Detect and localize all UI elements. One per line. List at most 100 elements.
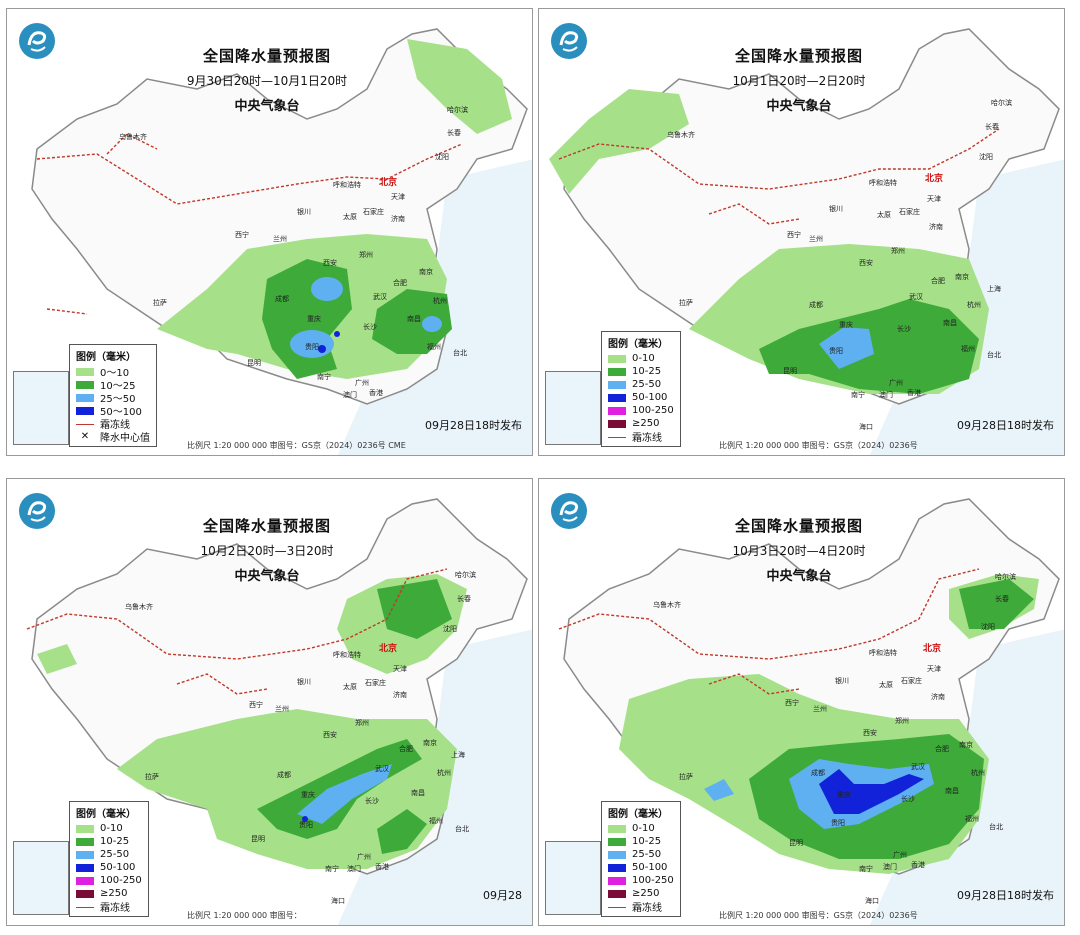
precip-50-100 <box>302 816 308 822</box>
city-guangzhou: 广州 <box>893 850 907 859</box>
city-zhengzhou: 郑州 <box>891 247 905 255</box>
city-macau: 澳门 <box>883 862 897 871</box>
city-hefei: 合肥 <box>393 278 407 287</box>
city-tianjin: 天津 <box>927 195 941 203</box>
legend: 图例（毫米） 0-10 10-25 25-50 50-100 100-250 ≥… <box>601 331 681 447</box>
precip-50-100 <box>819 769 924 814</box>
city-kunming: 昆明 <box>783 367 797 375</box>
legend-item: 0-10 <box>608 822 674 835</box>
agency-name: 中央气象台 <box>234 569 300 584</box>
city-taipei: 台北 <box>455 824 469 833</box>
city-beijing: 北京 <box>379 642 397 654</box>
city-nanchang: 南昌 <box>411 788 425 797</box>
city-zhengzhou: 郑州 <box>355 719 369 727</box>
city-guiyang: 贵阳 <box>299 820 313 829</box>
city-yinchuan: 银川 <box>835 676 849 685</box>
city-taiyuan: 太原 <box>343 682 357 691</box>
city-shenyang: 沈阳 <box>435 152 449 161</box>
city-beijing: 北京 <box>925 172 943 184</box>
title-block: 全国降水量预报图 9月30日20时—10月1日20时 中央气象台 <box>157 45 377 114</box>
south-china-sea-inset <box>545 841 601 915</box>
legend-item: ≥250 <box>608 417 674 430</box>
city-kunming: 昆明 <box>247 359 261 367</box>
city-hohhot: 呼和浩特 <box>333 650 361 659</box>
city-beijing: 北京 <box>379 176 397 188</box>
city-guangzhou: 广州 <box>889 378 903 387</box>
precip-25-50 <box>819 327 874 369</box>
city-wuhan: 武汉 <box>911 762 925 771</box>
city-nanning: 南宁 <box>859 864 873 873</box>
city-hongkong: 香港 <box>911 860 925 869</box>
city-jinan: 济南 <box>931 692 945 701</box>
map-panel-2: 北京 乌鲁木齐 哈尔滨 长春 沈阳 呼和浩特 天津 太原 石家庄 济南 银川 兰… <box>538 8 1065 456</box>
city-lanzhou: 兰州 <box>809 234 823 243</box>
legend-item: 25～50 <box>76 391 150 405</box>
city-changsha: 长沙 <box>365 796 379 805</box>
city-nanjing: 南京 <box>423 738 437 747</box>
legend-frost: 霜冻线 <box>608 430 674 444</box>
city-xian: 西安 <box>323 730 337 739</box>
cma-logo-icon <box>19 493 55 529</box>
frost-line <box>26 568 448 695</box>
city-fuzhou: 福州 <box>965 814 979 823</box>
city-nanjing: 南京 <box>955 272 969 281</box>
legend-item: 10-25 <box>608 835 674 848</box>
legend: 图例（毫米） 0-10 10-25 25-50 50-100 100-250 ≥… <box>601 801 681 917</box>
city-wuhan: 武汉 <box>909 292 923 301</box>
city-xining: 西宁 <box>787 230 801 239</box>
city-chongqing: 重庆 <box>837 790 851 799</box>
city-nanjing: 南京 <box>959 740 973 749</box>
city-yinchuan: 银川 <box>297 677 311 686</box>
city-tianjin: 天津 <box>391 193 405 201</box>
city-xian: 西安 <box>863 728 877 737</box>
legend-item: 100-250 <box>608 874 674 887</box>
legend: 图例（毫米） 0-10 10-25 25-50 50-100 100-250 ≥… <box>69 801 149 917</box>
agency-name: 中央气象台 <box>766 569 832 584</box>
city-changchun: 长春 <box>985 122 999 131</box>
frost-line <box>36 133 463 315</box>
city-xian: 西安 <box>323 258 337 267</box>
city-xining: 西宁 <box>235 230 249 239</box>
city-taiyuan: 太原 <box>879 680 893 689</box>
china-map: 北京 乌鲁木齐 哈尔滨 长春 沈阳 呼和浩特 天津 太原 石家庄 济南 银川 兰… <box>26 498 532 925</box>
legend-frost: 霜冻线 <box>76 900 142 914</box>
frost-line <box>558 128 1000 225</box>
city-chengdu: 成都 <box>277 770 291 779</box>
city-xian: 西安 <box>859 258 873 267</box>
city-chongqing: 重庆 <box>307 314 321 323</box>
city-changchun: 长春 <box>995 594 1009 603</box>
city-changchun: 长春 <box>447 128 461 137</box>
city-hefei: 合肥 <box>935 744 949 753</box>
city-guiyang: 贵阳 <box>829 346 843 355</box>
city-macau: 澳门 <box>343 390 357 399</box>
city-nanjing: 南京 <box>419 267 433 276</box>
legend-frost: 霜冻线 <box>608 900 674 914</box>
city-yinchuan: 银川 <box>297 207 311 216</box>
city-lhasa: 拉萨 <box>145 772 159 781</box>
city-hongkong: 香港 <box>375 862 389 871</box>
map-footer: 比例尺 1:20 000 000 审图号：GS京（2024）0236号 <box>719 441 918 450</box>
city-chongqing: 重庆 <box>301 790 315 799</box>
city-yinchuan: 银川 <box>829 204 843 213</box>
city-shanghai: 上海 <box>987 284 1001 293</box>
legend-item: ≥250 <box>608 887 674 900</box>
city-changchun: 长春 <box>457 594 471 603</box>
legend-title: 图例（毫米） <box>76 809 136 820</box>
map-footer: 比例尺 1:20 000 000 审图号：GS京（2024）0236号 <box>719 911 918 920</box>
city-jinan: 济南 <box>391 214 405 223</box>
city-macau: 澳门 <box>879 390 893 399</box>
city-kunming: 昆明 <box>789 839 803 847</box>
agency-name: 中央气象台 <box>766 99 832 114</box>
city-kunming: 昆明 <box>251 835 265 843</box>
city-hohhot: 呼和浩特 <box>869 648 897 657</box>
map-panel-4: 北京 乌鲁木齐 哈尔滨 长春 沈阳 呼和浩特 天津 太原 石家庄 济南 银川 兰… <box>538 478 1065 926</box>
legend: 图例（毫米） 0～10 10～25 25～50 50～100 霜冻线 ✕ 降水中心… <box>69 344 157 447</box>
cma-logo-icon <box>551 493 587 529</box>
legend-item: 25-50 <box>608 378 674 391</box>
legend-item: 50-100 <box>608 861 674 874</box>
city-changsha: 长沙 <box>901 794 915 803</box>
map-footer: 比例尺 1:20 000 000 审图号：GS京（2024）0236号 CME <box>187 441 406 450</box>
legend-center: ✕ 降水中心值 <box>80 431 150 444</box>
city-hangzhou: 杭州 <box>433 296 447 305</box>
city-harbin: 哈尔滨 <box>447 105 468 114</box>
